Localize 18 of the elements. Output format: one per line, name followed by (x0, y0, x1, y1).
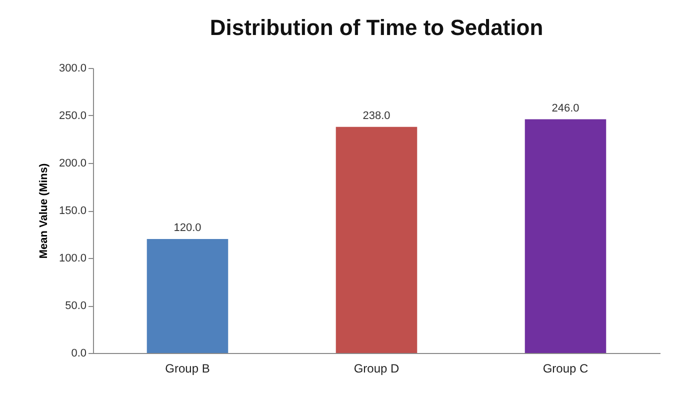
bar (146, 239, 228, 353)
y-tick-label: 200.0 (58, 158, 86, 170)
x-tick-label: Group C (542, 362, 589, 376)
data-label: 246.0 (552, 102, 580, 114)
y-tick-label: 150.0 (58, 205, 86, 217)
y-axis-title: Mean Value (Mins) (38, 162, 50, 259)
y-tick-label: 250.0 (58, 110, 86, 122)
x-tick-label: Group B (165, 362, 210, 376)
y-tick-label: 0.0 (71, 348, 86, 360)
y-tick-label: 300.0 (58, 62, 86, 74)
y-tick-label: 50.0 (65, 300, 86, 312)
bar (524, 119, 606, 353)
bar (336, 126, 418, 353)
x-tick-label: Group D (354, 362, 400, 376)
chart-title: Distribution of Time to Sedation (210, 15, 544, 40)
data-label: 120.0 (174, 222, 202, 234)
y-tick-label: 100.0 (58, 252, 86, 264)
data-label: 238.0 (362, 110, 390, 122)
